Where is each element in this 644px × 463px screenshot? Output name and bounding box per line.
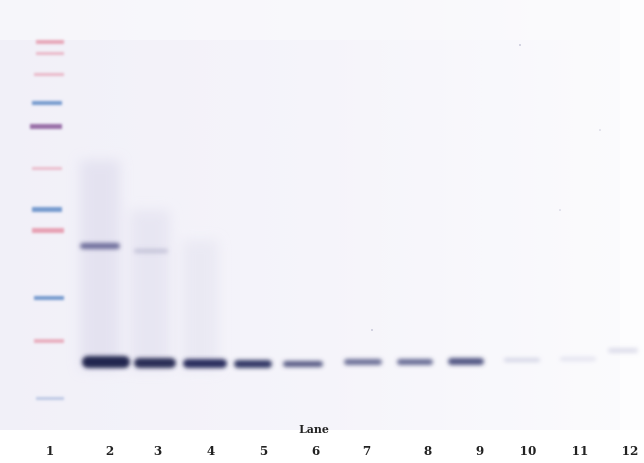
main-band: [82, 348, 638, 368]
lane-title: Lane: [299, 423, 329, 436]
lane-number: 7: [362, 444, 372, 458]
upper-band: [80, 243, 168, 253]
lane-number: 1: [45, 444, 55, 458]
background-specks: [371, 44, 601, 331]
lane-number: 5: [259, 444, 269, 458]
lane-number: 11: [571, 444, 589, 458]
lane-number: 8: [423, 444, 433, 458]
lane-number: 10: [519, 444, 537, 458]
western-blot-image: [0, 0, 644, 430]
lane-number: 2: [105, 444, 115, 458]
lane-number: 6: [311, 444, 321, 458]
lane-number: 12: [621, 444, 639, 458]
lane-number: 4: [206, 444, 216, 458]
lane-number: 3: [153, 444, 163, 458]
ladder-marker: [30, 40, 64, 400]
lane-smear: [80, 160, 218, 370]
lane-caption: Lane 1 2 3 4 5 6 7 8 9 10 11 12: [0, 423, 644, 463]
lane-number: 9: [475, 444, 485, 458]
